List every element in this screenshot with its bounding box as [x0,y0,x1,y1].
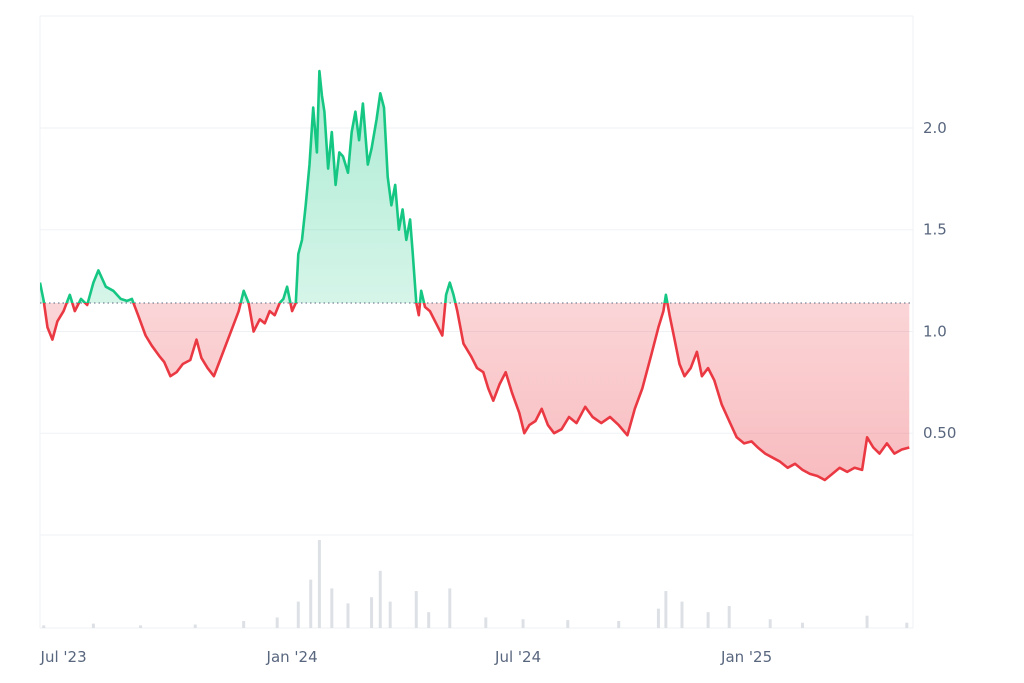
volume-bar [448,588,452,628]
price-areas [40,71,910,480]
volume-bar [296,601,300,628]
volume-bar [768,619,772,628]
y-axis-labels: 0.50 1.0 1.5 2.0 [923,119,956,442]
volume-bar [378,570,382,628]
volume-bar [484,617,488,628]
volume-bar [680,601,684,628]
volume-bar [427,612,431,628]
x-axis-labels: Jul '23 Jan '24 Jul '24 Jan '25 [40,648,773,666]
volume-bar [242,620,246,628]
y-tick-label: 1.0 [923,322,947,340]
volume-bar [91,623,95,628]
volume-bar [566,620,570,628]
y-tick-label: 0.50 [923,424,956,442]
volume-bar [800,622,804,628]
volume-bar [42,625,46,628]
price-line-above [40,69,669,303]
volume-bar [275,617,279,628]
volume-bar [664,591,668,628]
volume-bar [727,606,731,628]
volume-bar [521,619,525,628]
area-below-baseline [40,302,910,480]
volume-bar [370,597,374,628]
price-lines [40,69,910,482]
x-tick-label: Jan '25 [720,648,772,666]
x-tick-label: Jan '24 [266,648,318,666]
x-tick-label: Jul '24 [494,648,541,666]
volume-bar [139,625,143,628]
volume-bar [346,603,350,628]
volume-bar [656,608,660,628]
y-tick-label: 2.0 [923,119,947,137]
volume-bar [706,612,710,628]
volume-bar [865,615,869,628]
volume-bar [388,601,392,628]
y-tick-label: 1.5 [923,221,947,239]
volume-bar [309,579,313,628]
price-line-below [42,302,910,482]
volume-bars [42,540,909,628]
x-tick-label: Jul '23 [40,648,87,666]
volume-bar [905,622,909,628]
volume-bar [317,540,321,628]
volume-bar [193,624,197,628]
volume-bar [414,591,418,628]
area-above-baseline [40,71,668,303]
volume-bar [330,588,334,628]
volume-bar [617,620,621,628]
